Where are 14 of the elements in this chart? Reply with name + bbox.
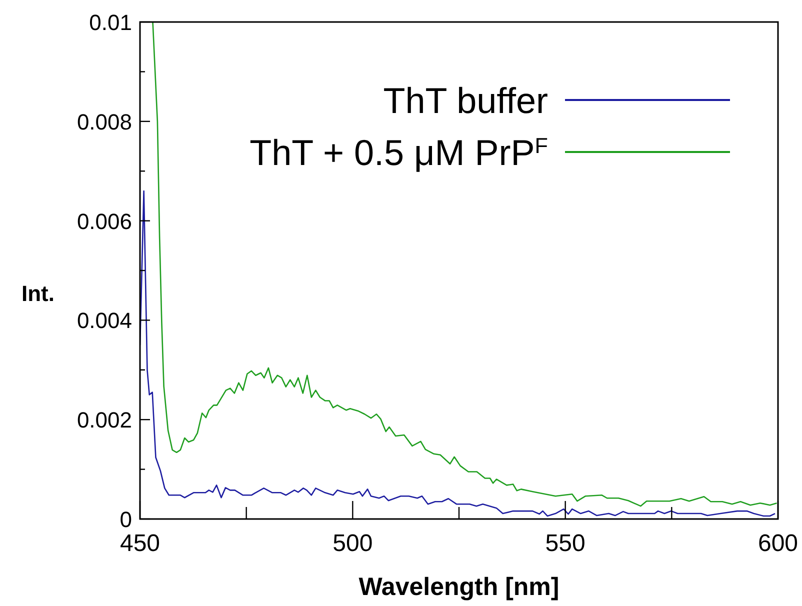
y-axis-title: Int.	[22, 281, 54, 306]
y-tick-label: 0.006	[76, 208, 132, 234]
legend-label: ThT buffer	[383, 80, 548, 121]
y-tick-label: 0.004	[76, 308, 132, 334]
legend-label: ThT + 0.5 μM PrP$^{F}$	[250, 132, 548, 173]
x-tick-label: 600	[758, 530, 798, 557]
x-axis-title: Wavelength [nm]	[358, 573, 560, 601]
x-tick-label: 550	[545, 530, 586, 557]
x-tick-label: 500	[332, 530, 373, 557]
y-tick-label: 0	[120, 507, 132, 532]
x-tick-label: 450	[120, 530, 160, 557]
y-tick-label: 0.01	[89, 10, 132, 35]
y-tick-label: 0.002	[76, 408, 132, 433]
y-tick-label: 0.008	[76, 109, 132, 134]
